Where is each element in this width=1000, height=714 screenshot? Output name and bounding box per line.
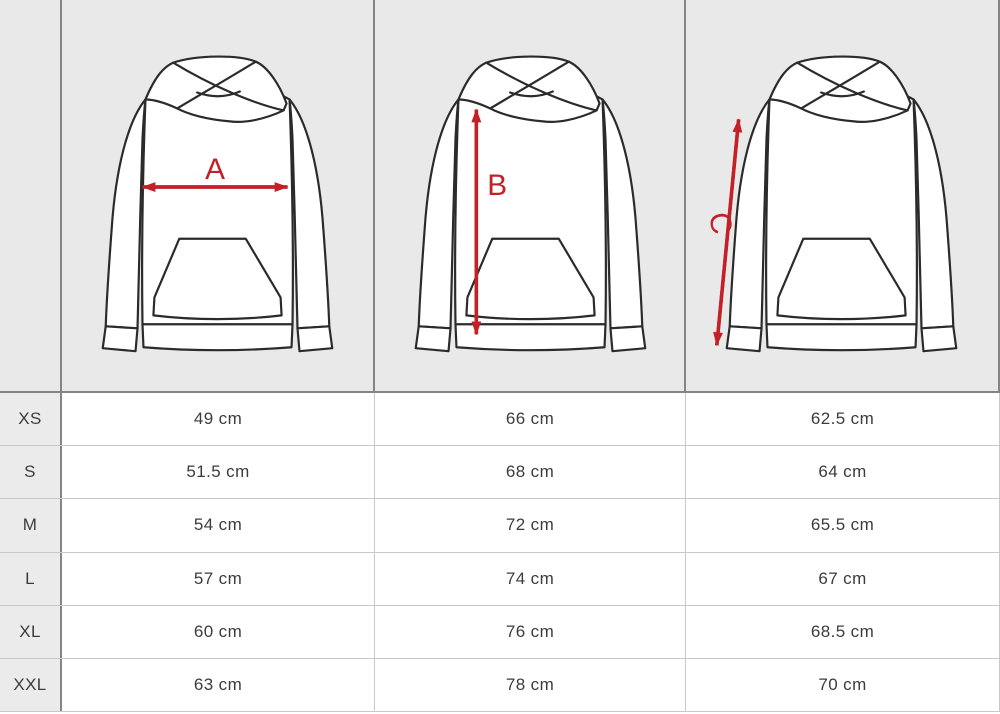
measure-b-value: 68 cm (375, 446, 686, 499)
measure-a-value: 57 cm (62, 552, 375, 605)
table-row-xxl: XXL 63 cm 78 cm 70 cm (0, 658, 1000, 712)
diagram-measure-a: A (62, 0, 375, 391)
measure-c-value: 64 cm (686, 446, 1000, 499)
measure-a-value: 54 cm (62, 499, 375, 552)
diagram-measure-b: B (375, 0, 686, 391)
table-row-xl: XL 60 cm 76 cm 68.5 cm (0, 605, 1000, 659)
size-label: XS (0, 393, 62, 446)
size-label: L (0, 552, 62, 605)
diagram-band: A B C (0, 0, 1000, 393)
measure-b-value: 72 cm (375, 499, 686, 552)
arrow-c-line-back (715, 118, 743, 346)
measure-a-value: 49 cm (62, 393, 375, 446)
size-label: M (0, 499, 62, 552)
measure-c-value: 62.5 cm (686, 393, 1000, 446)
corner-cell (0, 0, 62, 391)
measure-c-value: 67 cm (686, 552, 1000, 605)
table-row-l: L 57 cm 74 cm 67 cm (0, 552, 1000, 606)
measure-c-value: 70 cm (686, 658, 1000, 711)
size-label: XL (0, 605, 62, 658)
measure-a-value: 63 cm (62, 658, 375, 711)
arrow-label-b: B (487, 169, 507, 202)
hoodie-illustration-a: A (101, 55, 334, 353)
measure-b-value: 66 cm (375, 393, 686, 446)
measure-a-value: 51.5 cm (62, 446, 375, 499)
size-label: XXL (0, 658, 62, 711)
measure-b-value: 76 cm (375, 605, 686, 658)
table-row-m: M 54 cm 72 cm 65.5 cm (0, 499, 1000, 553)
measure-c-value: 68.5 cm (686, 605, 1000, 658)
table-row-s: S 51.5 cm 68 cm 64 cm (0, 446, 1000, 500)
hoodie-illustration-b: B (414, 55, 647, 353)
measure-a-value: 60 cm (62, 605, 375, 658)
size-table: XS 49 cm 66 cm 62.5 cm S 51.5 cm 68 cm 6… (0, 393, 1000, 712)
diagram-measure-c: C (686, 0, 1000, 391)
measure-b-value: 78 cm (375, 658, 686, 711)
measure-c-value: 65.5 cm (686, 499, 1000, 552)
hoodie-illustration-c: C (702, 55, 958, 353)
size-label: S (0, 446, 62, 499)
arrow-label-a: A (205, 153, 225, 186)
table-row-xs: XS 49 cm 66 cm 62.5 cm (0, 393, 1000, 447)
arrow-label-c: C (702, 210, 738, 237)
measure-b-value: 74 cm (375, 552, 686, 605)
